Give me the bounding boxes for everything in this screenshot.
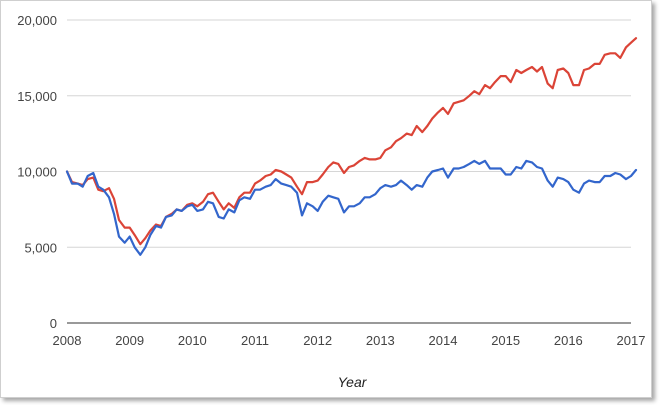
x-tick-label: 2012: [303, 333, 332, 348]
gridlines: [67, 19, 631, 324]
x-tick-label: 2010: [178, 333, 207, 348]
x-tick-label: 2011: [241, 333, 269, 348]
x-tick-label: 2009: [115, 333, 144, 348]
x-axis-tick-labels: 2008 2009 2010 2011 2012 2013 2014 2015 2016 2017: [53, 333, 646, 348]
y-tick-label: 15,000: [17, 89, 57, 104]
y-tick-label: 0: [50, 316, 57, 331]
x-tick-label: 2015: [491, 333, 520, 348]
x-tick-label: 2017: [617, 333, 646, 348]
x-tick-label: 2014: [429, 333, 458, 348]
y-tick-label: 10,000: [17, 165, 57, 180]
series-line-2: [65, 159, 638, 256]
x-axis-title: Year: [338, 374, 368, 390]
y-axis-tick-labels: 0 5,000 10,000 15,000 20,000: [17, 13, 57, 331]
y-tick-label: 20,000: [17, 13, 57, 28]
x-tick-label: 2016: [554, 333, 583, 348]
series-line-1: [65, 37, 638, 246]
y-tick-label: 5,000: [24, 240, 57, 255]
x-tick-label: 2013: [366, 333, 395, 348]
series-lines: [65, 37, 638, 256]
x-tick-label: 2008: [53, 333, 82, 348]
